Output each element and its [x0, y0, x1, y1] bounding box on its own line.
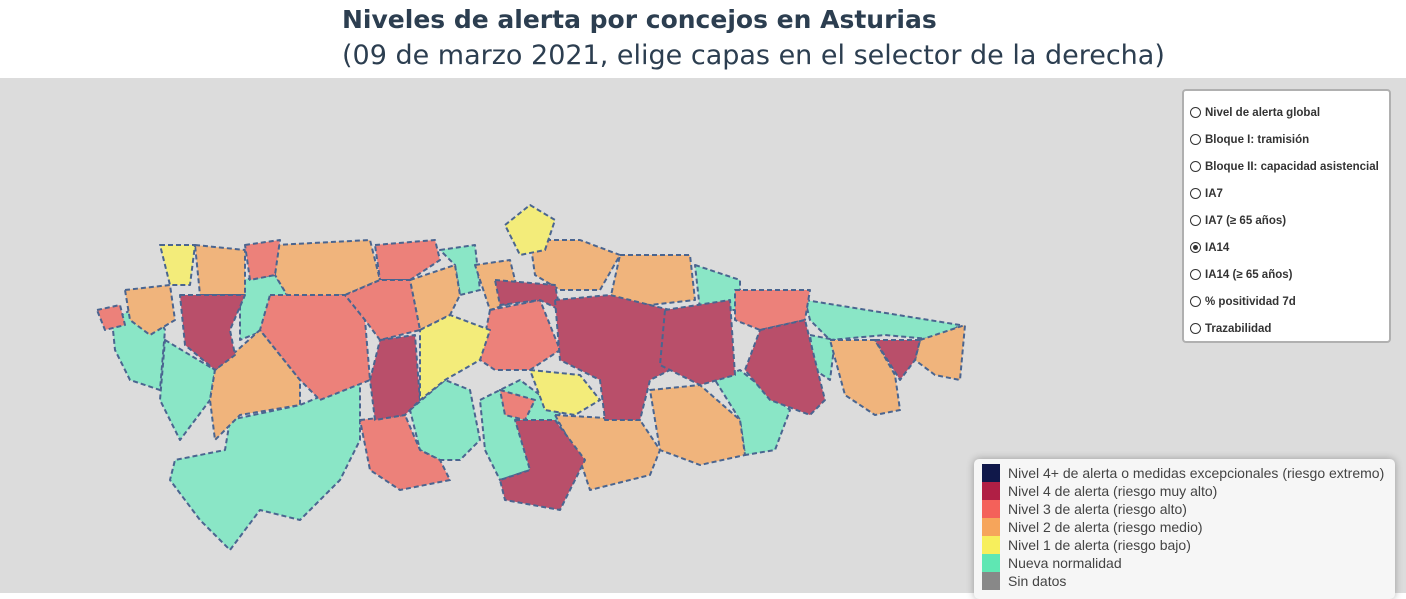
layer-option[interactable]: % positividad 7d [1190, 288, 1389, 315]
legend-item: Nivel 3 de alerta (riesgo alto) [982, 500, 1395, 518]
layer-option[interactable]: Bloque I: tramisión [1190, 126, 1389, 153]
legend-swatch [982, 536, 1000, 554]
radio-button[interactable] [1190, 269, 1201, 280]
legend-swatch [982, 518, 1000, 536]
layer-label[interactable]: Bloque II: capacidad asistencial [1205, 160, 1379, 173]
radio-button[interactable] [1190, 323, 1201, 334]
legend-item: Nivel 4+ de alerta o medidas excepcional… [982, 464, 1395, 482]
legend: Nivel 4+ de alerta o medidas excepcional… [974, 459, 1395, 599]
layer-option[interactable]: IA14 [1190, 234, 1389, 261]
layer-option[interactable]: Trazabilidad [1190, 315, 1389, 342]
header: Niveles de alerta por concejos en Asturi… [342, 2, 1165, 74]
layer-option[interactable]: IA7 (≥ 65 años) [1190, 207, 1389, 234]
legend-swatch [982, 464, 1000, 482]
legend-item: Sin datos [982, 572, 1395, 590]
layer-label[interactable]: IA14 (≥ 65 años) [1205, 268, 1293, 281]
radio-button[interactable] [1190, 188, 1201, 199]
layer-label[interactable]: % positividad 7d [1205, 295, 1296, 308]
legend-label: Sin datos [1008, 573, 1067, 589]
radio-button[interactable] [1190, 161, 1201, 172]
legend-label: Nivel 1 de alerta (riesgo bajo) [1008, 537, 1191, 553]
legend-item: Nivel 4 de alerta (riesgo muy alto) [982, 482, 1395, 500]
legend-swatch [982, 554, 1000, 572]
layer-label[interactable]: Bloque I: tramisión [1205, 133, 1310, 146]
layer-option[interactable]: Nivel de alerta global [1190, 99, 1389, 126]
subtitle: (09 de marzo 2021, elige capas en el sel… [342, 40, 1165, 71]
layer-label[interactable]: IA7 [1205, 187, 1223, 200]
legend-swatch [982, 500, 1000, 518]
legend-item: Nivel 2 de alerta (riesgo medio) [982, 518, 1395, 536]
radio-button[interactable] [1190, 107, 1201, 118]
layer-option[interactable]: IA14 (≥ 65 años) [1190, 261, 1389, 288]
legend-item: Nueva normalidad [982, 554, 1395, 572]
title: Niveles de alerta por concejos en Asturi… [342, 5, 937, 34]
legend-swatch [982, 572, 1000, 590]
layer-option[interactable]: Bloque II: capacidad asistencial [1190, 153, 1389, 180]
radio-button[interactable] [1190, 215, 1201, 226]
legend-item: Nivel 1 de alerta (riesgo bajo) [982, 536, 1395, 554]
legend-label: Nivel 4 de alerta (riesgo muy alto) [1008, 483, 1218, 499]
layer-selector: Nivel de alerta global Bloque I: tramisió… [1182, 89, 1391, 343]
legend-label: Nivel 4+ de alerta o medidas excepcional… [1008, 465, 1385, 481]
legend-label: Nivel 2 de alerta (riesgo medio) [1008, 519, 1203, 535]
layer-option[interactable]: IA7 [1190, 180, 1389, 207]
layer-label[interactable]: Nivel de alerta global [1205, 106, 1321, 119]
radio-button[interactable] [1190, 242, 1201, 253]
layer-label[interactable]: IA7 (≥ 65 años) [1205, 214, 1287, 227]
map-regions [96, 204, 966, 551]
radio-button[interactable] [1190, 134, 1201, 145]
legend-swatch [982, 482, 1000, 500]
radio-button[interactable] [1190, 296, 1201, 307]
legend-label: Nueva normalidad [1008, 555, 1122, 571]
layer-label[interactable]: IA14 [1205, 241, 1230, 254]
map[interactable] [0, 78, 1406, 593]
layer-label[interactable]: Trazabilidad [1205, 322, 1272, 335]
legend-label: Nivel 3 de alerta (riesgo alto) [1008, 501, 1187, 517]
